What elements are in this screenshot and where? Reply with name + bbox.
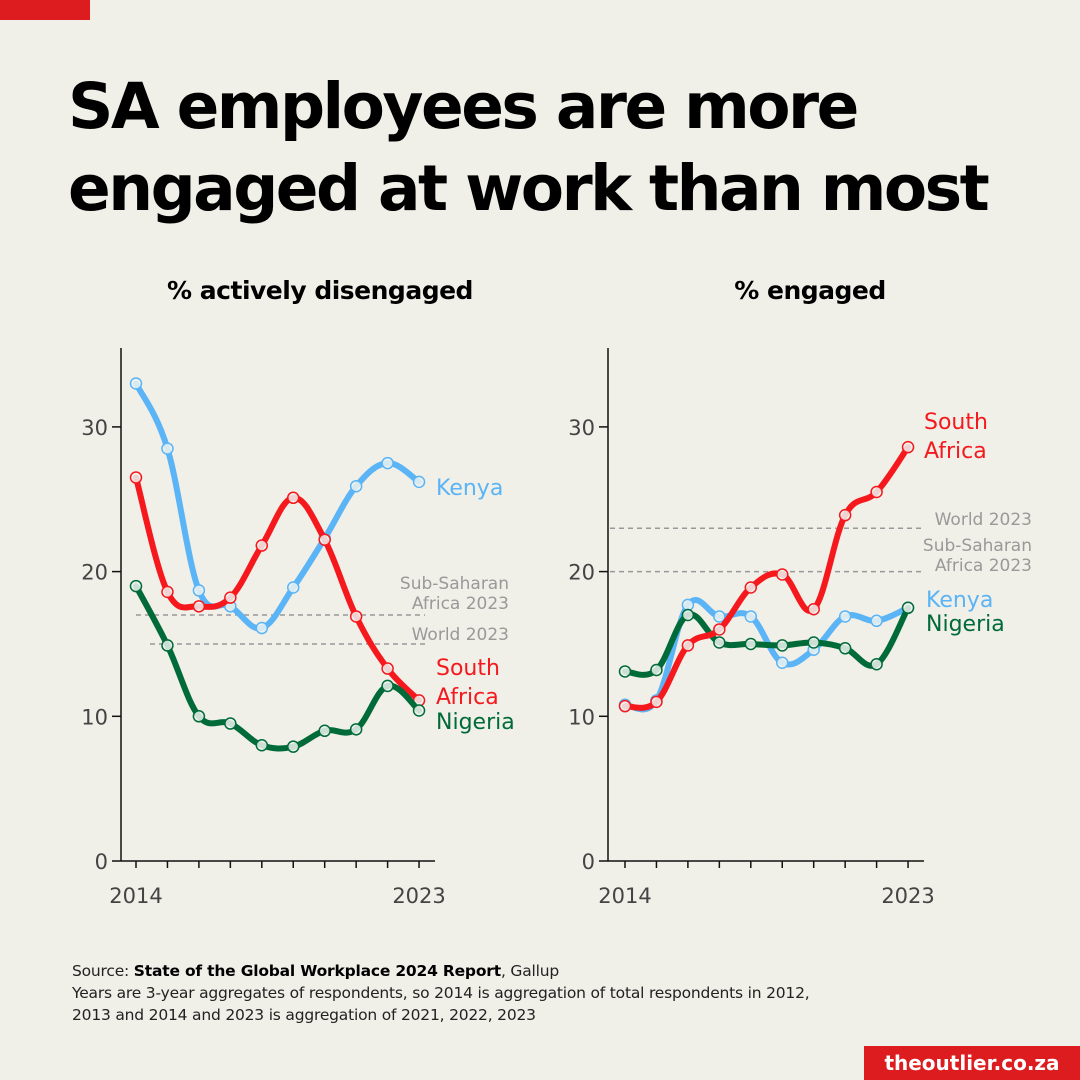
data-point xyxy=(870,614,883,628)
source-report: State of the Global Workplace 2024 Repor… xyxy=(133,962,501,980)
data-point xyxy=(349,723,363,736)
data-point xyxy=(318,533,331,547)
data-point xyxy=(349,610,363,623)
chart-title-engaged: % engaged xyxy=(734,276,886,305)
x-tick-label: 2023 xyxy=(392,884,445,908)
series-label: Nigeria xyxy=(436,710,515,735)
data-point xyxy=(192,584,206,597)
data-point xyxy=(129,377,143,390)
y-tick-label: 0 xyxy=(582,850,595,874)
data-point xyxy=(412,475,426,489)
data-point xyxy=(129,579,143,593)
data-point xyxy=(713,623,726,636)
page-title: SA employees are more engaged at work th… xyxy=(68,66,1068,230)
source-note: Source: State of the Global Workplace 20… xyxy=(72,960,1072,1026)
title-line-1: SA employees are more xyxy=(68,70,859,143)
data-point xyxy=(681,598,695,612)
data-point xyxy=(224,717,237,730)
data-point xyxy=(744,637,758,651)
data-point xyxy=(412,704,426,717)
y-tick-label: 30 xyxy=(568,416,595,440)
data-point xyxy=(381,679,394,693)
y-tick-label: 20 xyxy=(568,561,595,585)
y-tick-label: 10 xyxy=(81,705,108,729)
accent-bar xyxy=(0,0,90,20)
data-point xyxy=(713,610,726,623)
reference-line-label: World 2023 xyxy=(935,510,1032,530)
data-point xyxy=(870,657,883,671)
source-note-line-1: Years are 3-year aggregates of responden… xyxy=(72,984,810,1002)
data-point xyxy=(776,568,789,581)
data-point xyxy=(838,642,852,655)
series-line-nigeria xyxy=(622,604,912,678)
reference-line-label: Sub-Saharan xyxy=(400,574,509,594)
series-line-south-africa xyxy=(622,444,912,711)
data-point xyxy=(713,636,726,649)
data-point xyxy=(744,581,758,594)
data-point xyxy=(776,656,789,670)
data-point xyxy=(161,442,174,455)
brand-badge[interactable]: theoutlier.co.za xyxy=(864,1046,1080,1080)
y-tick-label: 0 xyxy=(95,850,108,874)
data-point xyxy=(224,591,237,604)
y-tick-label: 30 xyxy=(81,416,108,440)
x-tick-label: 2023 xyxy=(881,884,934,908)
data-point xyxy=(287,491,300,505)
series-line-south-africa xyxy=(133,474,423,704)
data-point xyxy=(650,695,663,709)
series-label: Africa xyxy=(436,685,499,710)
data-point xyxy=(318,724,331,738)
data-point xyxy=(255,539,269,552)
data-point xyxy=(287,581,300,594)
source-note-line-2: 2013 and 2014 and 2023 is aggregation of… xyxy=(72,1006,536,1024)
series-line-kenya xyxy=(133,380,423,632)
data-point xyxy=(381,662,394,675)
y-tick-label: 20 xyxy=(81,561,108,585)
data-point xyxy=(776,639,789,652)
data-point xyxy=(838,508,852,522)
series-label: Kenya xyxy=(436,476,503,501)
data-point xyxy=(255,621,269,635)
data-point xyxy=(618,665,632,678)
data-point xyxy=(744,610,758,623)
data-point xyxy=(681,608,695,622)
reference-line-label: Africa 2023 xyxy=(935,556,1032,576)
reference-line-label: World 2023 xyxy=(412,625,509,645)
data-point xyxy=(807,636,820,649)
data-point xyxy=(618,699,632,713)
data-point xyxy=(192,600,206,613)
source-suffix: , Gallup xyxy=(500,962,559,980)
series-label: Nigeria xyxy=(926,612,1005,637)
series-label: South xyxy=(436,656,500,681)
data-point xyxy=(255,738,269,752)
x-tick-label: 2014 xyxy=(598,884,651,908)
data-point xyxy=(349,479,363,493)
reference-line-label: Africa 2023 xyxy=(412,594,509,614)
data-point xyxy=(901,601,915,615)
data-point xyxy=(838,610,852,623)
data-point xyxy=(161,639,174,652)
data-point xyxy=(287,740,300,753)
data-point xyxy=(807,602,820,616)
data-point xyxy=(870,485,883,499)
x-tick-label: 2014 xyxy=(109,884,162,908)
data-point xyxy=(129,471,143,484)
data-point xyxy=(381,456,394,470)
series-line-nigeria xyxy=(133,583,423,752)
data-point xyxy=(192,710,206,723)
source-prefix: Source: xyxy=(72,962,134,980)
title-line-2: engaged at work than most xyxy=(68,152,990,225)
chart-title-disengaged: % actively disengaged xyxy=(167,276,473,305)
reference-line-label: Sub-Saharan xyxy=(923,536,1032,556)
series-label: South xyxy=(924,410,988,435)
data-point xyxy=(161,585,174,599)
y-tick-label: 10 xyxy=(568,705,595,729)
data-point xyxy=(901,440,915,454)
data-point xyxy=(650,663,663,677)
series-line-kenya xyxy=(622,597,912,713)
series-label: Africa xyxy=(924,439,987,464)
series-label: Kenya xyxy=(926,588,993,613)
data-point xyxy=(681,639,695,652)
